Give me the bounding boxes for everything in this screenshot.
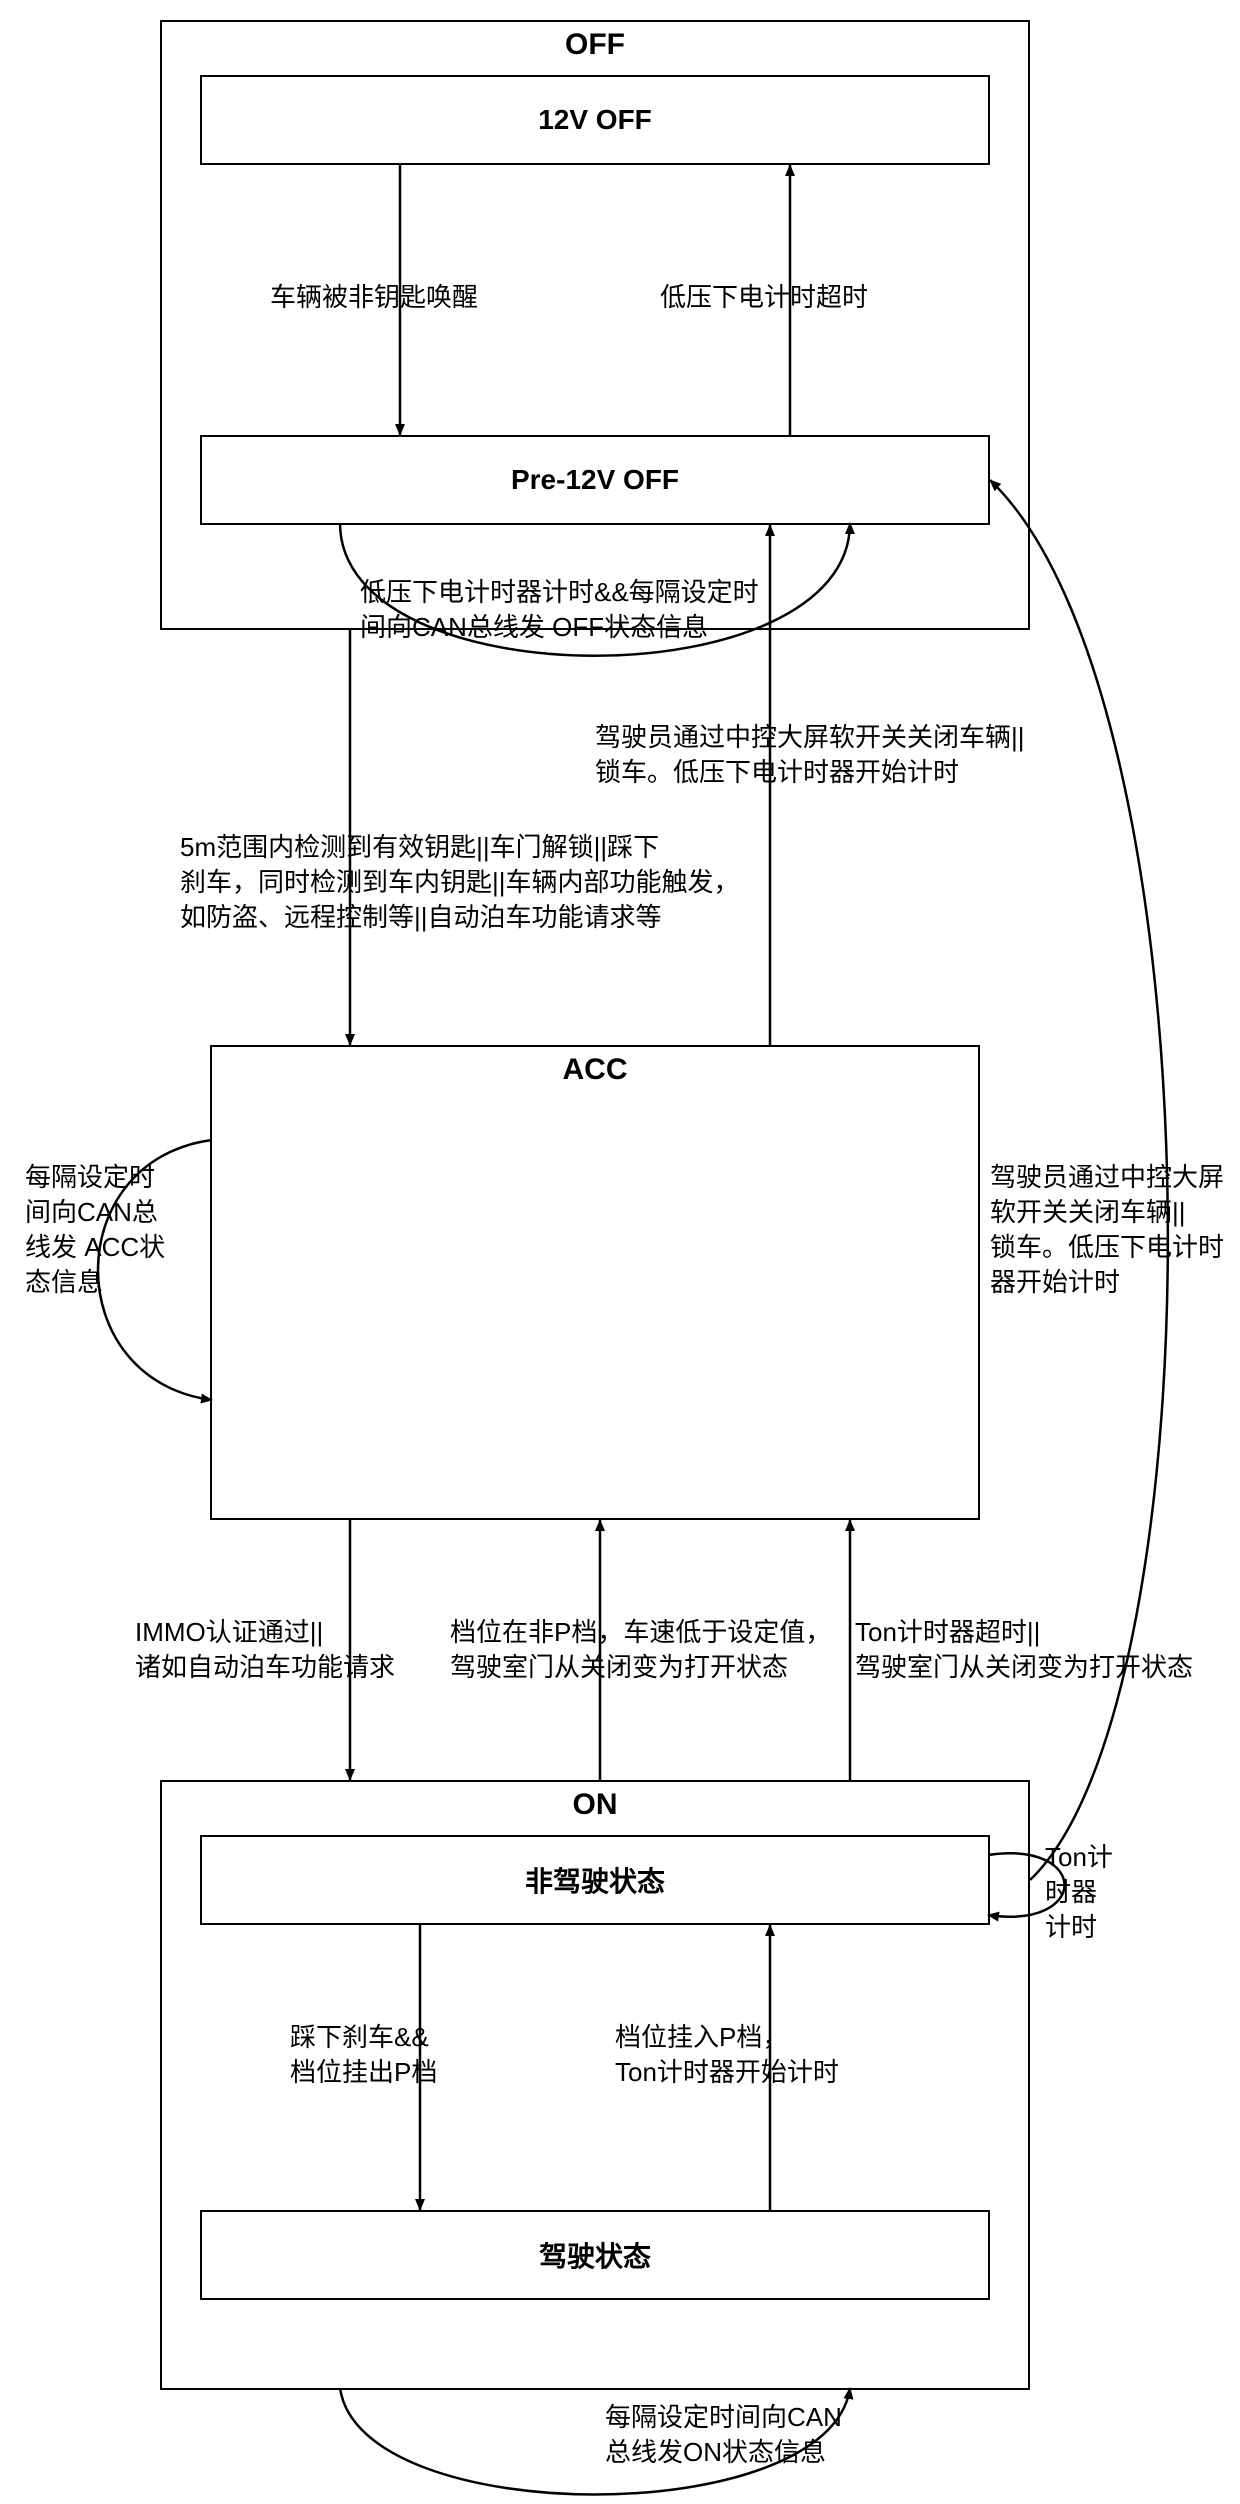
edge-label-e6: 每隔设定时 间向CAN总 线发 ACC状 态信息 [25, 1160, 165, 1300]
edge-label-e14: 每隔设定时间向CAN 总线发ON状态信息 [605, 2400, 842, 2470]
edge-label-e13: Ton计 时器 计时 [1045, 1840, 1113, 1945]
state-drive: 驾驶状态 [200, 2210, 990, 2300]
edge-label-e1: 车辆被非钥匙唤醒 [270, 280, 478, 315]
state-on-title: ON [162, 1782, 1028, 1828]
state-nodrive: 非驾驶状态 [200, 1835, 990, 1925]
state-12v-off: 12V OFF [200, 75, 990, 165]
edge-label-e10: 驾驶员通过中控大屏 软开关关闭车辆|| 锁车。低压下电计时 器开始计时 [990, 1160, 1224, 1300]
edge-label-e7: IMMO认证通过|| 诸如自动泊车功能请求 [135, 1615, 395, 1685]
edge-label-e9: Ton计时器超时|| 驾驶室门从关闭变为打开状态 [855, 1615, 1193, 1685]
edge-label-e12: 档位挂入P档， Ton计时器开始计时 [615, 2020, 839, 2090]
edge-label-e5: 驾驶员通过中控大屏软开关关闭车辆|| 锁车。低压下电计时器开始计时 [595, 720, 1025, 790]
state-pre-12v-off: Pre-12V OFF [200, 435, 990, 525]
state-off-title: OFF [162, 22, 1028, 68]
state-acc: ACC [210, 1045, 980, 1520]
edge-label-e2: 低压下电计时超时 [660, 280, 868, 315]
edge-label-e4: 5m范围内检测到有效钥匙||车门解锁||踩下 刹车，同时检测到车内钥匙||车辆内… [180, 830, 740, 935]
state-drive-label: 驾驶状态 [539, 2235, 651, 2275]
edge-label-e3: 低压下电计时器计时&&每隔设定时 间向CAN总线发 OFF状态信息 [360, 575, 759, 645]
state-12v-off-label: 12V OFF [538, 104, 652, 136]
state-pre-12v-off-label: Pre-12V OFF [511, 464, 679, 496]
edge-label-e11: 踩下刹车&& 档位挂出P档 [290, 2020, 437, 2090]
state-nodrive-label: 非驾驶状态 [525, 1860, 665, 1900]
state-acc-title: ACC [212, 1047, 978, 1093]
edge-label-e8: 档位在非P档，车速低于设定值， 驾驶室门从关闭变为打开状态 [450, 1615, 831, 1685]
